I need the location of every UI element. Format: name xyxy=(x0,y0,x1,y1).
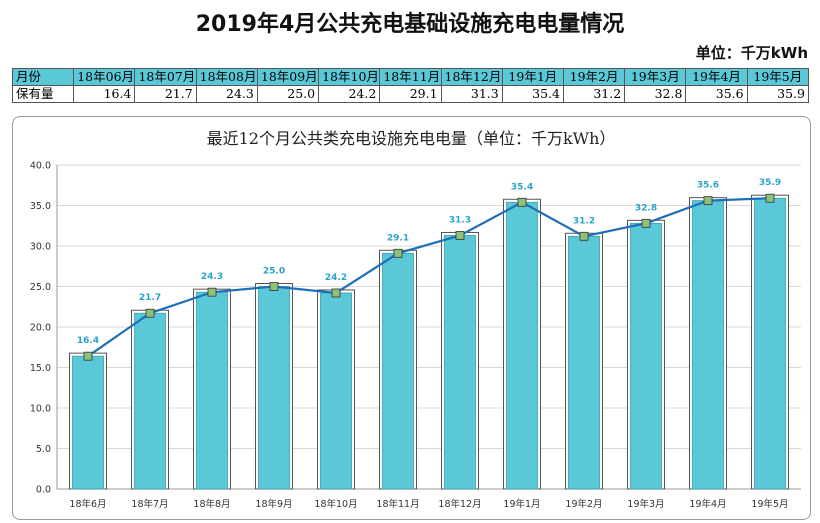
bar xyxy=(506,201,538,490)
data-label: 25.0 xyxy=(263,267,285,277)
chart-line xyxy=(83,193,775,361)
table-header-label: 月份 xyxy=(11,68,75,86)
bar xyxy=(568,235,600,490)
table-value-row: 保有量 16.4 21.7 24.3 25.0 24.2 29.1 31.3 3… xyxy=(11,85,810,103)
bar xyxy=(258,286,290,490)
table-month-cell: 18年10月 xyxy=(318,68,381,86)
x-tick-label: 19年4月 xyxy=(689,498,726,510)
bar xyxy=(72,355,104,490)
y-tick-label: 15.0 xyxy=(30,363,51,374)
bar xyxy=(444,235,476,490)
table-value-cell: 35.4 xyxy=(501,85,564,103)
bar xyxy=(320,292,352,490)
table-value-cell: 24.3 xyxy=(195,85,258,103)
table-row-label: 保有量 xyxy=(11,85,75,103)
table-value-cell: 16.4 xyxy=(73,85,136,103)
data-label: 24.2 xyxy=(325,273,347,283)
data-label: 16.4 xyxy=(77,336,99,346)
data-label: 24.3 xyxy=(201,272,223,282)
table-value-cell: 21.7 xyxy=(134,85,197,103)
table-value-cell: 35.9 xyxy=(746,85,810,103)
table-month-cell: 19年2月 xyxy=(562,68,626,86)
x-tick-label: 18年12月 xyxy=(438,498,481,510)
table-value-cell: 35.6 xyxy=(685,85,748,103)
line-marker xyxy=(83,351,93,361)
bar xyxy=(196,291,228,490)
x-tick-label: 18年7月 xyxy=(131,498,168,510)
line-marker xyxy=(393,248,403,258)
table-value-cell: 29.1 xyxy=(379,85,442,103)
bar xyxy=(692,200,724,490)
table-month-cell: 19年3月 xyxy=(624,68,687,86)
line-marker xyxy=(145,308,155,318)
table-value-cell: 31.3 xyxy=(440,85,503,103)
line-marker xyxy=(455,231,465,240)
table-month-cell: 18年11月 xyxy=(379,68,442,86)
series-line xyxy=(87,197,771,358)
line-marker xyxy=(331,288,341,298)
line-marker xyxy=(765,193,775,203)
bar xyxy=(382,252,414,490)
x-tick-label: 18年10月 xyxy=(314,498,357,510)
table-month-cell: 19年1月 xyxy=(501,68,564,86)
y-tick-label: 5.0 xyxy=(36,444,51,455)
y-tick-label: 30.0 xyxy=(30,242,51,253)
table-month-cell: 19年5月 xyxy=(746,68,810,86)
table-value-cell: 24.2 xyxy=(318,85,381,103)
x-tick-label: 18年6月 xyxy=(69,498,106,510)
line-marker xyxy=(517,197,527,207)
data-label: 35.9 xyxy=(759,178,781,188)
chart-title: 最近12个月公共类充电设施充电电量（单位：千万kWh） xyxy=(207,129,616,148)
bar xyxy=(630,222,662,490)
line-marker xyxy=(579,231,589,241)
table-month-cell: 18年06月 xyxy=(73,68,136,86)
x-tick-label: 19年3月 xyxy=(627,498,664,510)
data-label: 31.3 xyxy=(449,215,471,225)
data-label: 29.1 xyxy=(387,233,409,243)
data-label: 31.2 xyxy=(573,216,595,226)
y-tick-label: 20.0 xyxy=(30,323,51,334)
data-label: 35.4 xyxy=(511,182,533,192)
bar xyxy=(134,312,166,490)
line-marker xyxy=(269,282,279,291)
bar xyxy=(754,197,786,490)
table-month-cell: 18年07月 xyxy=(134,68,197,86)
table-value-cell: 25.0 xyxy=(256,85,320,103)
x-tick-label: 18年9月 xyxy=(255,498,292,510)
data-label: 35.6 xyxy=(697,181,719,191)
line-marker xyxy=(641,218,651,228)
line-marker xyxy=(703,196,713,206)
data-label: 21.7 xyxy=(139,293,161,303)
unit-label: 单位：千万kWh xyxy=(695,44,808,62)
table-month-cell: 18年08月 xyxy=(195,68,258,86)
x-tick-label: 19年5月 xyxy=(751,498,788,510)
page-title: 2019年4月公共充电基础设施充电电量情况 xyxy=(195,12,625,37)
line-marker xyxy=(207,287,217,297)
table-month-cell: 18年12月 xyxy=(440,68,503,86)
table-month-cell: 19年4月 xyxy=(685,68,748,86)
chart-gridlines: 0.0 5.0 10.0 15.0 20.0 25.0 30.0 35.0 40.0 xyxy=(30,161,801,496)
x-tick-label: 18年11月 xyxy=(376,498,419,510)
table-header-row: 月份 18年06月 18年07月 18年08月 18年09月 18年10月 18… xyxy=(11,68,810,86)
table-value-cell: 32.8 xyxy=(624,85,687,103)
data-table: 月份 18年06月 18年07月 18年08月 18年09月 18年10月 18… xyxy=(11,68,810,103)
y-tick-label: 35.0 xyxy=(30,201,51,212)
chart-bars xyxy=(69,194,789,490)
chart-frame: 最近12个月公共类充电设施充电电量（单位：千万kWh） 0.0 5.0 10.0 15… xyxy=(12,116,811,520)
y-tick-label: 25.0 xyxy=(30,282,51,293)
y-tick-label: 0.0 xyxy=(36,485,51,496)
y-tick-label: 10.0 xyxy=(30,404,51,415)
table-value-cell: 31.2 xyxy=(562,85,626,103)
x-tick-label: 18年8月 xyxy=(193,498,230,510)
chart-labels: 18年6月 16.4 18年7月 21.7 18年8月 24.3 18年9月 25.0 18年1… xyxy=(69,178,788,510)
y-tick-label: 40.0 xyxy=(30,161,51,172)
x-tick-label: 19年1月 xyxy=(503,498,540,510)
data-label: 32.8 xyxy=(635,203,657,213)
x-tick-label: 19年2月 xyxy=(565,498,602,510)
chart-svg: 最近12个月公共类充电设施充电电量（单位：千万kWh） 0.0 5.0 10.0 15… xyxy=(30,129,801,510)
table-month-cell: 18年09月 xyxy=(256,68,320,86)
